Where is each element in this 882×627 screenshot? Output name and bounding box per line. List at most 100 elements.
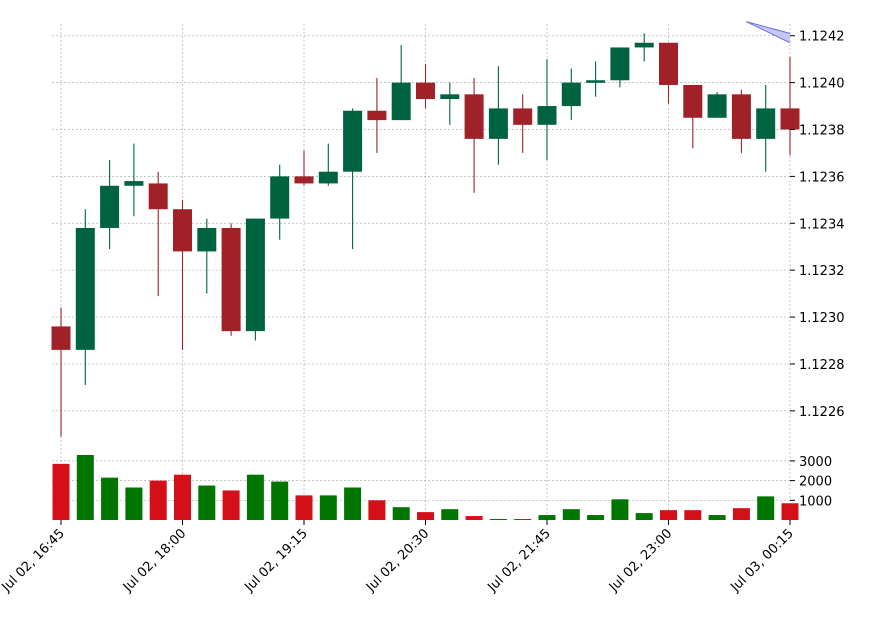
candle-body	[245, 218, 265, 332]
volume-bar	[587, 515, 605, 520]
time-tick-label: Jul 03, 00:15	[727, 526, 796, 595]
time-tick-label: Jul 02, 23:00	[606, 526, 675, 595]
volume-bar	[149, 480, 167, 520]
candle	[75, 209, 95, 386]
volume-bar	[246, 474, 264, 520]
candle-body	[586, 80, 606, 83]
candle-body	[51, 326, 71, 350]
volume-bar	[76, 455, 94, 520]
volume-bar	[684, 510, 702, 520]
volume-bar	[125, 487, 143, 520]
time-tick-label: Jul 02, 16:45	[0, 526, 68, 595]
candle-body	[683, 84, 703, 118]
price-tick-label: 1.1234	[799, 217, 845, 232]
candles-layer	[51, 33, 800, 437]
volume-bar	[708, 515, 726, 520]
candle	[173, 199, 192, 350]
volume-bar	[52, 463, 70, 520]
candle-body	[294, 176, 314, 184]
candle-body	[659, 42, 678, 85]
candle	[100, 159, 120, 250]
time-tick-label: Jul 02, 20:30	[363, 526, 432, 595]
price-tick-label: 1.1238	[799, 124, 845, 139]
candle-body	[513, 108, 533, 125]
candle-body	[197, 227, 217, 252]
candle-body	[367, 110, 387, 121]
candle-body	[561, 82, 581, 107]
candle	[294, 150, 314, 186]
candle	[537, 59, 557, 160]
candle-body	[416, 82, 435, 100]
volume-gridlines	[52, 460, 790, 501]
candle	[683, 84, 703, 149]
volume-bar	[101, 477, 119, 520]
volume-bar	[198, 485, 216, 520]
candle-body	[610, 47, 630, 81]
volume-bar	[295, 495, 313, 520]
volume-bar	[562, 509, 580, 520]
volume-bar	[222, 490, 240, 520]
candle-body	[756, 108, 776, 139]
candle	[731, 89, 751, 153]
candle-body	[318, 171, 338, 184]
candle-body	[75, 227, 95, 350]
volume-bar	[732, 508, 750, 520]
candle-body	[173, 209, 192, 252]
candle-body	[488, 108, 508, 139]
candle	[464, 77, 484, 193]
price-tick-label: 1.1236	[799, 170, 845, 185]
candle-body	[464, 94, 484, 139]
volume-bar	[417, 512, 434, 520]
time-axis: Jul 02, 16:45 Jul 02, 18:00 Jul 02, 19:15 J…	[0, 520, 797, 596]
candle-body	[270, 176, 290, 219]
volume-bar	[757, 496, 775, 520]
candle	[416, 63, 435, 109]
volume-bar	[611, 499, 629, 520]
candle	[561, 68, 581, 121]
volume-bar	[635, 513, 653, 520]
volume-bar	[660, 510, 677, 520]
candle-body	[391, 82, 411, 121]
candle-body	[100, 185, 120, 228]
volume-bar	[368, 500, 386, 520]
candle-body	[221, 227, 241, 332]
volume-bar	[489, 519, 507, 521]
price-axis: 1.1226 1.1228 1.1230 1.1232 1.1234 1.1236 1.12…	[790, 30, 845, 420]
candle	[343, 108, 363, 250]
price-tick-label: 1.1228	[799, 358, 845, 373]
volume-bar	[344, 487, 362, 520]
candle	[659, 42, 678, 104]
volume-bar	[392, 507, 410, 520]
time-tick-label: Jul 02, 19:15	[241, 526, 310, 595]
price-tick-label: 1.1226	[799, 405, 845, 420]
candle-body	[634, 42, 654, 48]
candle	[245, 218, 265, 341]
candle	[391, 45, 411, 121]
overlay-band	[746, 21, 791, 44]
candle	[124, 143, 144, 217]
volume-tick-label: 2000	[799, 475, 832, 490]
volume-tick-label: 3000	[799, 455, 832, 470]
price-tick-label: 1.1240	[799, 77, 845, 92]
candle	[513, 94, 533, 153]
volume-bars-layer	[52, 455, 799, 521]
volume-bar	[319, 495, 337, 520]
candle-body	[148, 183, 168, 210]
band-upper-line	[746, 21, 791, 34]
candle	[221, 223, 241, 336]
candle-body	[343, 110, 363, 172]
candle	[440, 82, 460, 125]
candle-body	[780, 108, 800, 130]
volume-tick-label: 1000	[799, 494, 832, 509]
candle	[318, 143, 338, 186]
candle-body	[537, 106, 557, 125]
candle	[51, 307, 71, 437]
volume-bar	[174, 474, 191, 520]
candle	[197, 218, 217, 294]
candle	[270, 164, 290, 240]
candle	[780, 56, 800, 156]
candle	[586, 61, 606, 97]
price-tick-label: 1.1232	[799, 264, 845, 279]
band-lower-line	[746, 21, 791, 44]
